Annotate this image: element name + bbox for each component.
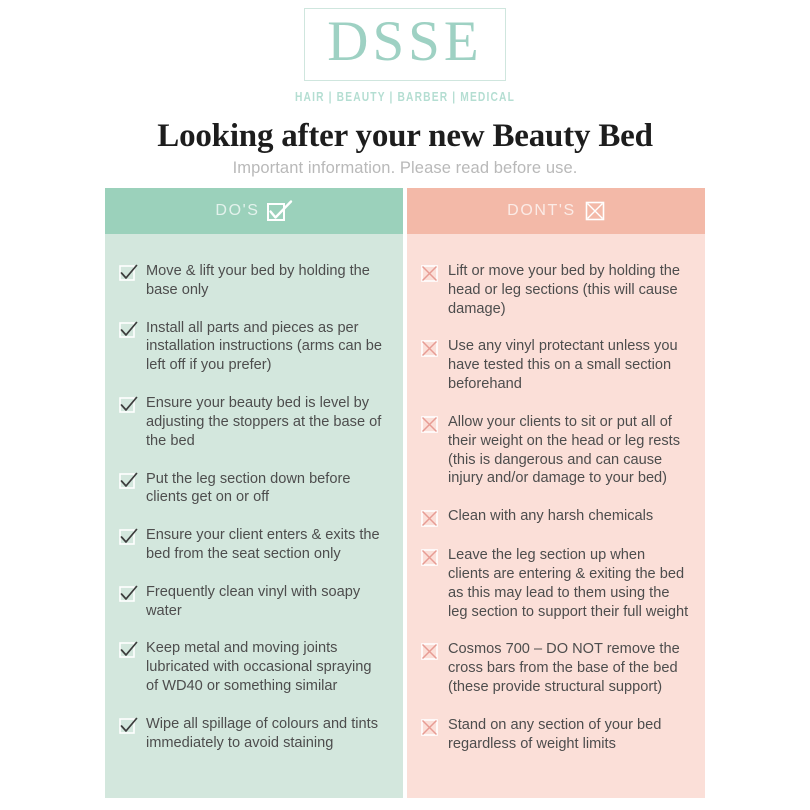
dos-and-donts-table: DO'S Move & lift your bed by holding the… bbox=[105, 188, 705, 798]
cross-mark-icon bbox=[421, 548, 439, 566]
logo-wordmark: DSSE bbox=[327, 10, 483, 73]
check-mark-icon bbox=[119, 321, 138, 339]
list-item-text: Ensure your beauty bed is level by adjus… bbox=[146, 395, 382, 449]
list-item-text: Put the leg section down before clients … bbox=[146, 470, 351, 506]
list-item: Ensure your beauty bed is level by adjus… bbox=[119, 394, 387, 450]
list-item-text: Install all parts and pieces as per inst… bbox=[146, 319, 383, 374]
list-item-text: Keep metal and moving joints lubricated … bbox=[146, 640, 372, 694]
list-item: Lift or move your bed by holding the hea… bbox=[421, 262, 689, 318]
donts-column: DONT'S Lift or move your bed by holding … bbox=[407, 188, 705, 798]
check-mark-icon bbox=[119, 641, 138, 659]
brand-tagline: HAIR | BEAUTY | BARBER | MEDICAL bbox=[295, 90, 515, 104]
page-subtitle: Important information. Please read befor… bbox=[232, 159, 578, 177]
logo-box: DSSE bbox=[304, 8, 506, 81]
list-item: Keep metal and moving joints lubricated … bbox=[119, 639, 387, 695]
cross-mark-icon bbox=[421, 339, 439, 358]
dos-column-header: DO'S bbox=[105, 188, 403, 234]
list-item-text: Frequently clean vinyl with soapy water bbox=[146, 583, 361, 619]
ballot-box-with-x-icon bbox=[585, 201, 605, 221]
list-item-text: Wipe all spillage of colours and tints i… bbox=[146, 715, 378, 751]
brand-logo: DSSE HAIR | BEAUTY | BARBER | MEDICAL bbox=[0, 0, 810, 104]
list-item: Frequently clean vinyl with soapy water bbox=[119, 583, 387, 621]
page-title: Looking after your new Beauty Bed bbox=[157, 118, 653, 154]
list-item-text: Use any vinyl protectant unless you have… bbox=[448, 338, 678, 393]
check-mark-icon bbox=[119, 528, 138, 546]
cross-mark-icon bbox=[421, 642, 439, 661]
check-mark-icon bbox=[119, 472, 138, 490]
ballot-box-with-check-icon bbox=[266, 200, 293, 222]
list-item-text: Clean with any harsh chemicals bbox=[448, 508, 654, 525]
list-item: Allow your clients to sit or put all of … bbox=[421, 413, 689, 488]
list-item-text: Cosmos 700 – DO NOT remove the cross bar… bbox=[448, 641, 680, 695]
donts-list: Lift or move your bed by holding the hea… bbox=[407, 234, 705, 798]
list-item-text: Stand on any section of your bed regardl… bbox=[448, 716, 662, 752]
list-item: Install all parts and pieces as per inst… bbox=[119, 319, 387, 375]
list-item-text: Lift or move your bed by holding the hea… bbox=[448, 263, 681, 317]
cross-mark-icon bbox=[421, 264, 439, 282]
check-mark-icon bbox=[119, 585, 138, 603]
list-item-text: Move & lift your bed by holding the base… bbox=[146, 263, 370, 298]
cross-mark-icon bbox=[421, 718, 439, 736]
list-item-text: Allow your clients to sit or put all of … bbox=[448, 413, 681, 487]
list-item: Ensure your client enters & exits the be… bbox=[119, 526, 387, 564]
list-item: Move & lift your bed by holding the base… bbox=[119, 262, 387, 300]
list-item: Leave the leg section up when clients ar… bbox=[421, 546, 689, 621]
list-item: Wipe all spillage of colours and tints i… bbox=[119, 715, 387, 753]
dos-header-label: DO'S bbox=[215, 202, 260, 219]
check-mark-icon bbox=[119, 396, 138, 414]
list-item: Clean with any harsh chemicals bbox=[421, 507, 689, 527]
cross-mark-icon bbox=[421, 509, 439, 527]
list-item: Cosmos 700 – DO NOT remove the cross bar… bbox=[421, 640, 689, 696]
dos-column: DO'S Move & lift your bed by holding the… bbox=[105, 188, 403, 798]
list-item: Put the leg section down before clients … bbox=[119, 470, 387, 508]
dos-list: Move & lift your bed by holding the base… bbox=[105, 234, 403, 798]
donts-header-label: DONT'S bbox=[507, 202, 576, 219]
list-item-text: Leave the leg section up when clients ar… bbox=[448, 547, 689, 620]
list-item: Stand on any section of your bed regardl… bbox=[421, 716, 689, 754]
donts-column-header: DONT'S bbox=[407, 188, 705, 234]
list-item-text: Ensure your client enters & exits the be… bbox=[146, 527, 380, 562]
list-item: Use any vinyl protectant unless you have… bbox=[421, 337, 689, 393]
cross-mark-icon bbox=[421, 415, 439, 433]
check-mark-icon bbox=[119, 264, 138, 282]
check-mark-icon bbox=[119, 717, 138, 735]
